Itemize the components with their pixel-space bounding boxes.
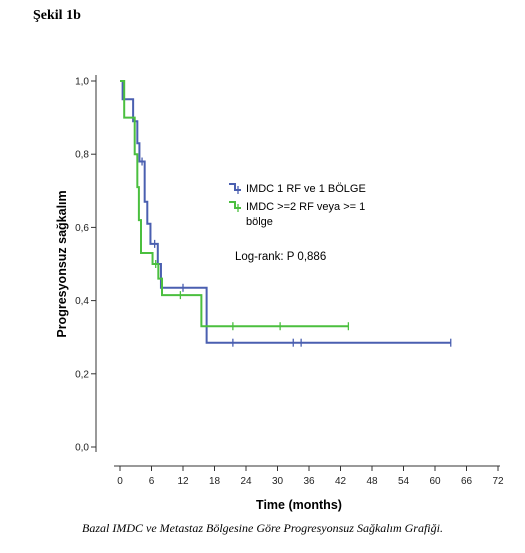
legend-label-2: bölge (246, 216, 273, 228)
y-tick-label: 0,2 (75, 369, 89, 380)
x-tick-label: 60 (429, 476, 441, 487)
survival-curve-2 (120, 80, 349, 328)
legend-marker-2 (229, 201, 241, 209)
kaplan-meier-chart: 0,0 0,2 0,4 0,6 0,8 1,0 0 6 12 18 24 30 36 42 48 54 60 66… (55, 75, 504, 512)
x-tick-label: 72 (492, 476, 504, 487)
x-tick-label: 66 (461, 476, 473, 487)
x-tick-label: 6 (149, 476, 155, 487)
x-axis-title: Time (months) (256, 498, 342, 512)
legend-label-2: IMDC >=2 RF veya >= 1 (246, 201, 365, 213)
log-rank-annotation: Log-rank: P 0,886 (235, 251, 326, 263)
y-tick-label: 0,6 (75, 223, 89, 234)
chart-ticks: 0,0 0,2 0,4 0,6 0,8 1,0 0 6 12 18 24 30 36 42 48 54 60 66… (75, 77, 504, 488)
x-tick-label: 12 (177, 476, 189, 487)
y-tick-label: 0,0 (75, 443, 89, 454)
y-tick-label: 0,4 (75, 296, 89, 307)
y-tick-label: 1,0 (75, 77, 89, 88)
x-tick-label: 24 (240, 476, 252, 487)
chart-axes (95, 75, 500, 467)
x-tick-label: 48 (366, 476, 378, 487)
legend-label-1: IMDC 1 RF ve 1 BÖLGE (246, 183, 366, 195)
x-tick-label: 36 (303, 476, 315, 487)
series-group (120, 80, 452, 347)
x-tick-label: 54 (398, 476, 410, 487)
x-tick-label: 0 (117, 476, 123, 487)
survival-curve-1 (120, 80, 451, 344)
series-group (120, 80, 350, 331)
x-tick-label: 18 (209, 476, 221, 487)
chart-series (120, 80, 452, 347)
legend-marker-1 (229, 183, 241, 191)
x-tick-label: 30 (272, 476, 284, 487)
chart-legend: IMDC 1 RF ve 1 BÖLGE IMDC >=2 RF veya >= … (229, 183, 366, 228)
x-tick-label: 42 (335, 476, 347, 487)
y-tick-label: 0,8 (75, 150, 89, 161)
figure-caption: Bazal IMDC ve Metastaz Bölgesine Göre Pr… (82, 521, 443, 535)
figure-label: Şekil 1b (33, 8, 81, 23)
y-axis-title: Progresyonsuz sağkalım (55, 190, 69, 337)
